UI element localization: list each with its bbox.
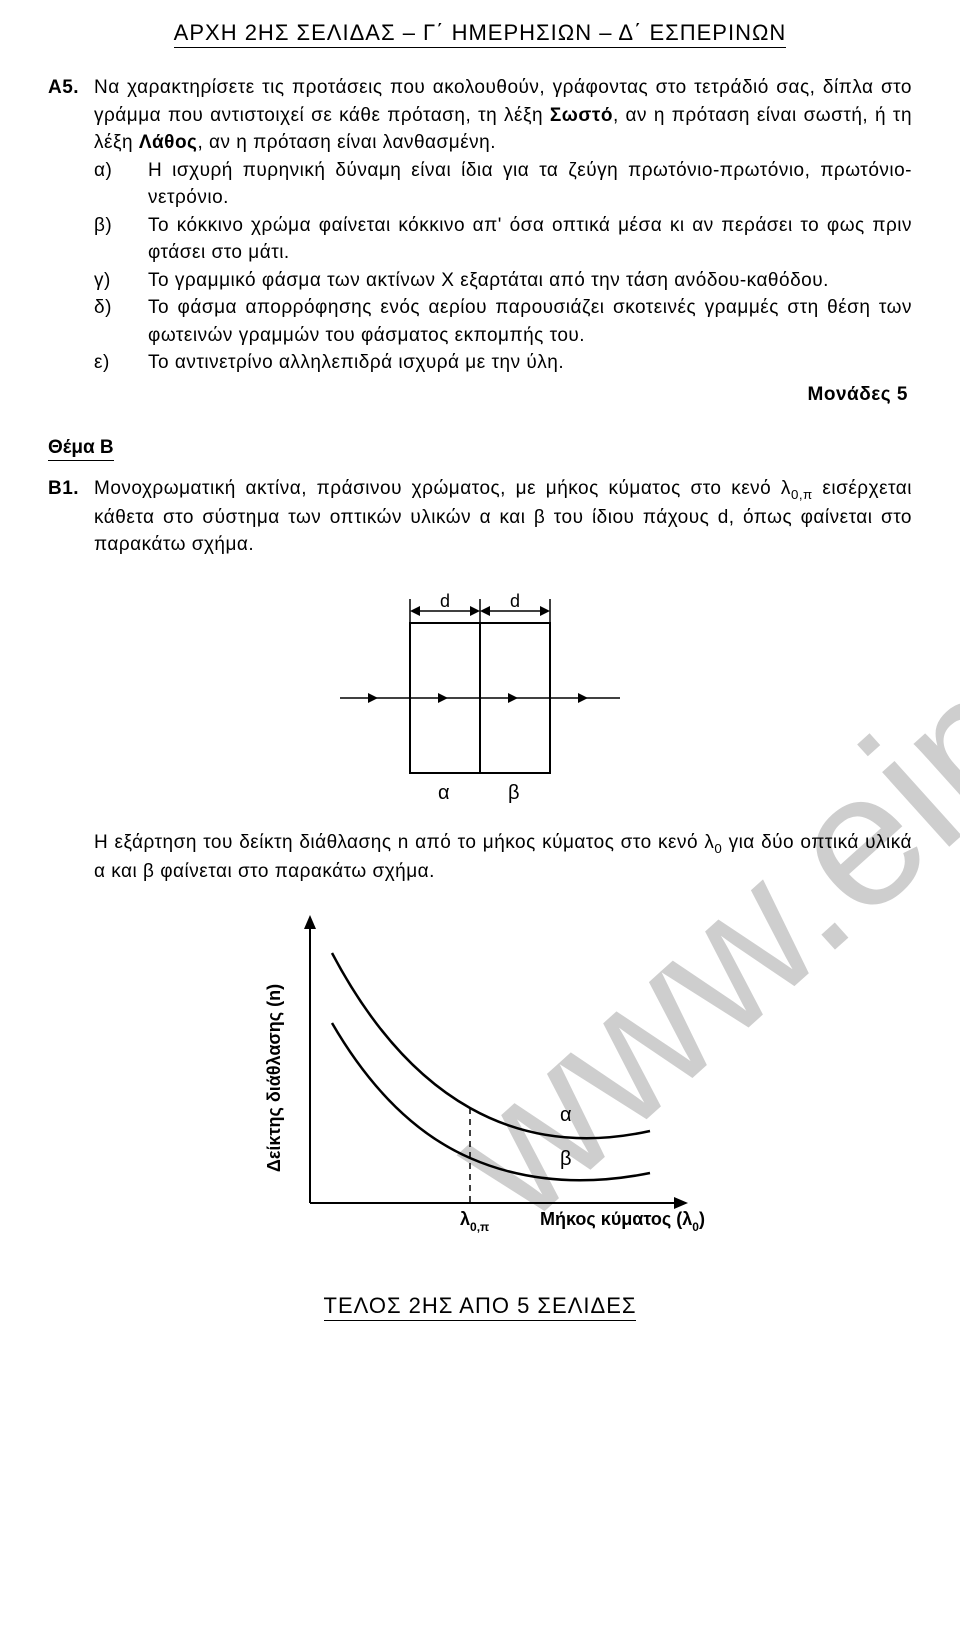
q-b1-between-pre: Η εξάρτηση του δείκτη διάθλασης n από το… (94, 832, 714, 853)
q-a5-intro-bold1: Σωστό (550, 105, 613, 126)
dia2-alpha: α (560, 1104, 572, 1126)
page-header-text: ΑΡΧΗ 2ΗΣ ΣΕΛΙΔΑΣ – Γ΄ ΗΜΕΡΗΣΙΩΝ – Δ΄ ΕΣΠ… (174, 20, 787, 48)
a5-d-label: δ) (94, 294, 148, 349)
page-footer-text: ΤΕΛΟΣ 2ΗΣ ΑΠΟ 5 ΣΕΛΙΔΕΣ (324, 1293, 637, 1321)
page-header: ΑΡΧΗ 2ΗΣ ΣΕΛΙΔΑΣ – Γ΄ ΗΜΕΡΗΣΙΩΝ – Δ΄ ΕΣΠ… (48, 20, 912, 46)
dia1-d-right: d (510, 591, 520, 611)
dia1-d-left: d (440, 591, 450, 611)
a5-e-label: ε) (94, 349, 148, 377)
dia2-beta: β (560, 1148, 572, 1170)
a5-d-text: Το φάσμα απορρόφησης ενός αερίου παρουσι… (148, 294, 912, 349)
dia2-xtick: λ0,π (460, 1209, 489, 1234)
q-a5-intro-bold2: Λάθος (139, 132, 198, 153)
a5-a-label: α) (94, 157, 148, 212)
a5-points: Μονάδες 5 (48, 381, 908, 409)
page-footer: ΤΕΛΟΣ 2ΗΣ ΑΠΟ 5 ΣΕΛΙΔΕΣ (48, 1293, 912, 1319)
a5-c-label: γ) (94, 267, 148, 295)
diagram-dispersion-curves: Δείκτης διάθλασης (n) α β λ0,π Μήκος κύμ… (48, 903, 912, 1253)
q-a5-number: Α5. (48, 74, 94, 157)
a5-c-text: Το γραμμικό φάσμα των ακτίνων Χ εξαρτάτα… (148, 267, 912, 295)
a5-b-text: Το κόκκινο χρώμα φαίνεται κόκκινο απ' όσ… (148, 212, 912, 267)
theme-b-heading: Θέμα Β (48, 437, 114, 461)
q-b1-text-pre: Μονοχρωματική ακτίνα, πράσινου χρώματος,… (94, 478, 791, 499)
a5-b-label: β) (94, 212, 148, 267)
q-a5-intro-post: , αν η πρόταση είναι λανθασμένη. (197, 132, 496, 153)
dia1-alpha: α (438, 782, 450, 804)
diagram-refraction-box: d d α β (48, 579, 912, 809)
q-b1-text: Μονοχρωματική ακτίνα, πράσινου χρώματος,… (94, 475, 912, 559)
dia1-beta: β (508, 782, 520, 804)
a5-a-text: Η ισχυρή πυρηνική δύναμη είναι ίδια για … (148, 157, 912, 212)
dia2-ylabel: Δείκτης διάθλασης (n) (264, 984, 284, 1172)
q-b1-text-sub: 0,π (791, 486, 813, 501)
dia2-xlabel: Μήκος κύματος (λ0) (540, 1209, 705, 1234)
q-b1-number: Β1. (48, 475, 94, 559)
q-a5-intro: Να χαρακτηρίσετε τις προτάσεις που ακολο… (94, 74, 912, 157)
q-b1-between: Η εξάρτηση του δείκτη διάθλασης n από το… (94, 829, 912, 886)
a5-e-text: Το αντινετρίνο αλληλεπιδρά ισχυρά με την… (148, 349, 912, 377)
